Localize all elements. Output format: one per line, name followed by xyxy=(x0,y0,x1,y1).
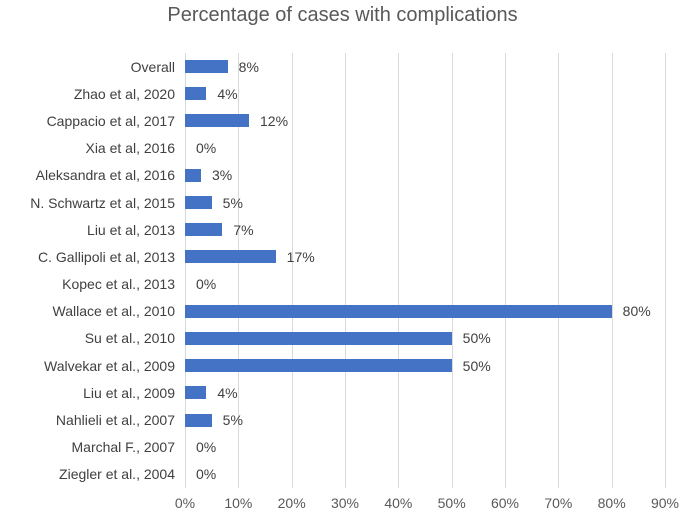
category-label: N. Schwartz et al, 2015 xyxy=(30,194,175,211)
plot-area: 8% 4% 12% 0% 3% 5% 7% 17% 0% 80% 50% 50%… xyxy=(185,53,666,488)
category-label: Overall xyxy=(130,58,175,75)
category-label: C. Gallipoli et al, 2013 xyxy=(38,248,175,265)
x-tick-label: 40% xyxy=(384,495,413,511)
category-label: Kopec et al., 2013 xyxy=(62,276,175,293)
x-tick-label: 30% xyxy=(330,495,359,511)
bar xyxy=(185,168,201,182)
bar xyxy=(185,250,276,264)
bar-row: 5% xyxy=(185,406,665,433)
gridline xyxy=(665,53,666,488)
bar xyxy=(185,114,249,128)
x-axis: 0% 10% 20% 30% 40% 50% 60% 70% 80% 90% xyxy=(175,495,679,515)
bar xyxy=(185,359,452,373)
bar xyxy=(185,413,212,427)
category-label: Walvekar et al., 2009 xyxy=(44,357,175,374)
bar-row: 0% xyxy=(185,135,665,162)
bar-value-label: 0% xyxy=(196,439,217,456)
bar-row: 17% xyxy=(185,243,665,270)
bar-row: 0% xyxy=(185,461,665,488)
x-tick-label: 50% xyxy=(437,495,466,511)
x-tick-label: 20% xyxy=(277,495,306,511)
bar xyxy=(185,304,612,318)
gridline xyxy=(611,53,613,488)
bar xyxy=(185,60,228,74)
gridline xyxy=(344,53,346,488)
bar xyxy=(185,331,452,345)
category-label: Xia et al, 2016 xyxy=(85,140,175,157)
category-label: Liu et al., 2009 xyxy=(83,384,175,401)
bar-row: 12% xyxy=(185,107,665,134)
bar-row: 80% xyxy=(185,298,665,325)
bar-value-label: 3% xyxy=(212,167,233,184)
bar xyxy=(185,386,207,400)
gridline xyxy=(291,53,293,488)
bar-value-label: 5% xyxy=(222,412,243,429)
bar-value-label: 17% xyxy=(286,248,315,265)
x-tick-label: 70% xyxy=(544,495,573,511)
bar-value-label: 7% xyxy=(233,221,254,238)
x-tick-label: 80% xyxy=(597,495,626,511)
bar-value-label: 5% xyxy=(222,194,243,211)
bar-value-label: 0% xyxy=(196,140,217,157)
gridline xyxy=(504,53,506,488)
gridline xyxy=(558,53,560,488)
bar-value-label: 12% xyxy=(260,112,289,129)
gridline xyxy=(451,53,453,488)
x-tick-label: 60% xyxy=(490,495,519,511)
gridline xyxy=(185,53,186,488)
category-label: Wallace et al., 2010 xyxy=(52,303,175,320)
category-label: Aleksandra et al, 2016 xyxy=(35,167,175,184)
bar-value-label: 0% xyxy=(196,276,217,293)
category-label: Su et al., 2010 xyxy=(84,330,175,347)
bar-value-label: 50% xyxy=(462,357,491,374)
category-label: Marchal F., 2007 xyxy=(71,439,176,456)
bar-value-label: 8% xyxy=(238,58,259,75)
bar-value-label: 80% xyxy=(622,303,651,320)
bar xyxy=(185,223,223,237)
bar-value-label: 0% xyxy=(196,466,217,483)
bar-row: 4% xyxy=(185,80,665,107)
bar xyxy=(185,196,212,210)
bar-value-label: 50% xyxy=(462,330,491,347)
category-axis: Overall Zhao et al, 2020 Cappacio et al, 2… xyxy=(0,53,185,488)
bar-value-label: 4% xyxy=(217,85,238,102)
category-label: Ziegler et al., 2004 xyxy=(59,466,175,483)
bar xyxy=(185,87,207,101)
x-tick-label: 0% xyxy=(174,495,196,511)
bar-row: 50% xyxy=(185,325,665,352)
category-label: Cappacio et al, 2017 xyxy=(46,112,175,129)
bar-row: 7% xyxy=(185,216,665,243)
gridline xyxy=(238,53,240,488)
bar-row: 4% xyxy=(185,379,665,406)
bar-row: 3% xyxy=(185,162,665,189)
bar-row: 0% xyxy=(185,434,665,461)
bar-row: 5% xyxy=(185,189,665,216)
bar-row: 0% xyxy=(185,271,665,298)
category-label: Nahlieli et al., 2007 xyxy=(55,412,175,429)
bar-row: 50% xyxy=(185,352,665,379)
bar-value-label: 4% xyxy=(217,384,238,401)
bar-row: 8% xyxy=(185,53,665,80)
category-label: Zhao et al, 2020 xyxy=(73,85,175,102)
gridline xyxy=(398,53,400,488)
chart-title: Percentage of cases with complications xyxy=(167,4,518,26)
x-tick-label: 10% xyxy=(224,495,253,511)
bar-rows: 8% 4% 12% 0% 3% 5% 7% 17% 0% 80% 50% 50%… xyxy=(185,53,665,488)
x-tick-label: 90% xyxy=(650,495,680,511)
category-label: Liu et al, 2013 xyxy=(87,221,175,238)
